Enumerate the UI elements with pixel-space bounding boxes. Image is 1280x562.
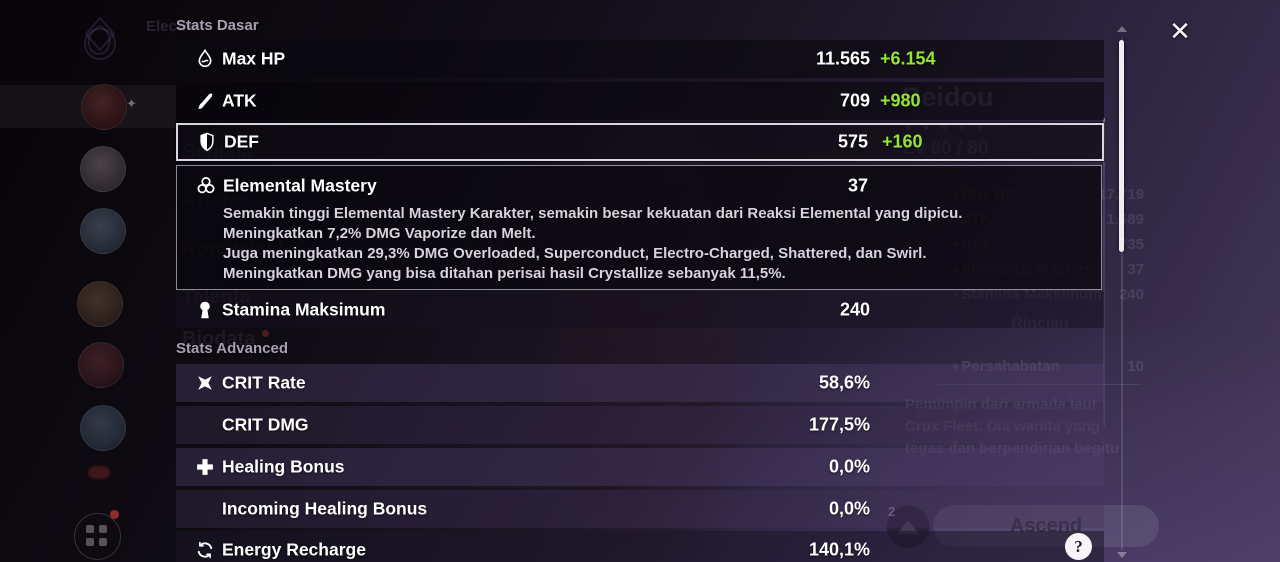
stat-value: 177,5% <box>808 414 870 435</box>
hp-droplet-icon <box>193 47 217 71</box>
stat-value: 575 <box>837 131 868 152</box>
stat-value: 0,0% <box>828 456 870 477</box>
notification-dot <box>110 510 119 519</box>
stat-value: 240 <box>839 299 870 319</box>
stat-value: 11.565 <box>815 48 870 69</box>
energy-recharge-icon <box>193 538 217 562</box>
description-line: Meningkatkan 7,2% DMG Vaporize dan Melt. <box>223 225 536 242</box>
def-shield-icon <box>195 130 219 154</box>
stamina-icon <box>193 298 217 322</box>
scroll-down-icon[interactable] <box>1117 552 1127 558</box>
stat-label: Energy Recharge <box>222 539 366 560</box>
party-grid-icon <box>74 513 121 560</box>
element-label: Electro <box>146 18 197 35</box>
description-line: Semakin tinggi Elemental Mastery Karakte… <box>223 205 963 222</box>
biodata-notification-dot <box>262 330 269 337</box>
stat-label: DEF <box>224 131 259 152</box>
atk-sword-icon <box>193 89 217 113</box>
bio-line: tegas dan berpendirian begitu <box>905 440 1120 457</box>
sparkle-icon: ✦ <box>126 96 137 111</box>
info-card-edge <box>1103 118 1105 428</box>
stat-row-healing-bonus[interactable]: Healing Bonus 0,0% <box>176 448 1104 486</box>
stat-label: Elemental Mastery <box>223 175 377 196</box>
electro-emblem-icon <box>84 16 116 60</box>
stat-row-crit-rate[interactable]: CRIT Rate 58,6% <box>176 364 1104 402</box>
stat-label: CRIT Rate <box>222 372 306 393</box>
bio-line: Crux Fleet. Dia wanita yang <box>905 418 1101 435</box>
scrollbar-track[interactable] <box>1121 38 1123 550</box>
avatar-4 <box>77 281 123 327</box>
divider <box>938 384 1142 385</box>
description-line: Meningkatkan DMG yang bisa ditahan peris… <box>223 265 786 282</box>
avatar-2 <box>80 146 126 192</box>
stat-label: CRIT DMG <box>222 414 309 435</box>
stat-row-incoming-healing[interactable]: Incoming Healing Bonus 0,0% <box>176 490 1104 528</box>
stat-row-energy-recharge[interactable]: Energy Recharge 140,1% <box>176 531 1104 562</box>
stat-row-stamina[interactable]: Stamina Maksimum 240 <box>176 291 1104 328</box>
stat-row-def[interactable]: DEF 575 +160 <box>176 123 1104 161</box>
stat-row-atk[interactable]: ATK 709 +980 <box>176 82 1104 120</box>
stat-value: 37 <box>847 175 868 196</box>
avatar-3 <box>80 208 126 254</box>
stat-row-max-hp[interactable]: Max HP 11.565 +6.154 <box>176 40 1104 78</box>
elemental-mastery-icon <box>194 174 218 198</box>
stat-value: 709 <box>839 90 870 111</box>
scrollbar-thumb[interactable] <box>1119 40 1124 252</box>
menu-biodata: Biodata <box>182 328 256 350</box>
scroll-up-icon[interactable] <box>1117 26 1127 32</box>
stat-row-elemental-mastery-tooltip[interactable]: Elemental Mastery 37 Semakin tinggi Elem… <box>176 165 1102 290</box>
close-icon[interactable]: ✕ <box>1169 16 1191 46</box>
avatar-5 <box>78 342 124 388</box>
stat-bonus: +160 <box>882 131 923 152</box>
stat-value: 0,0% <box>828 498 870 519</box>
bio-line: Pemimpin dari armada laut <box>905 396 1097 413</box>
help-icon[interactable]: ? <box>1065 533 1092 560</box>
stat-label: Incoming Healing Bonus <box>222 498 428 519</box>
stat-bonus: +980 <box>880 90 921 111</box>
stat-label: Healing Bonus <box>222 456 345 477</box>
stat-value: 58,6% <box>818 372 870 393</box>
stat-row-crit-dmg[interactable]: CRIT DMG 177,5% <box>176 406 1104 444</box>
stat-label: Stamina Maksimum <box>222 299 386 319</box>
stat-bonus: +6.154 <box>880 48 936 69</box>
avatar-6 <box>80 405 126 451</box>
ascension-badge: 2 <box>888 504 896 519</box>
avatar-beidou <box>81 84 127 130</box>
section-title-basic: Stats Dasar <box>176 17 259 34</box>
description-line: Juga meningkatkan 29,3% DMG Overloaded, … <box>223 245 927 262</box>
elemental-mastery-description: Semakin tinggi Elemental Mastery Karakte… <box>223 204 1085 284</box>
avatar-7-partial <box>88 466 110 479</box>
stat-label: ATK <box>222 90 257 111</box>
stat-label: Max HP <box>222 48 286 69</box>
stat-value: 140,1% <box>808 539 870 560</box>
healing-plus-icon <box>193 455 217 479</box>
elemental-mastery-header: Elemental Mastery 37 <box>177 166 1101 202</box>
crit-rate-icon <box>193 371 217 395</box>
section-title-advanced: Stats Advanced <box>176 340 288 357</box>
